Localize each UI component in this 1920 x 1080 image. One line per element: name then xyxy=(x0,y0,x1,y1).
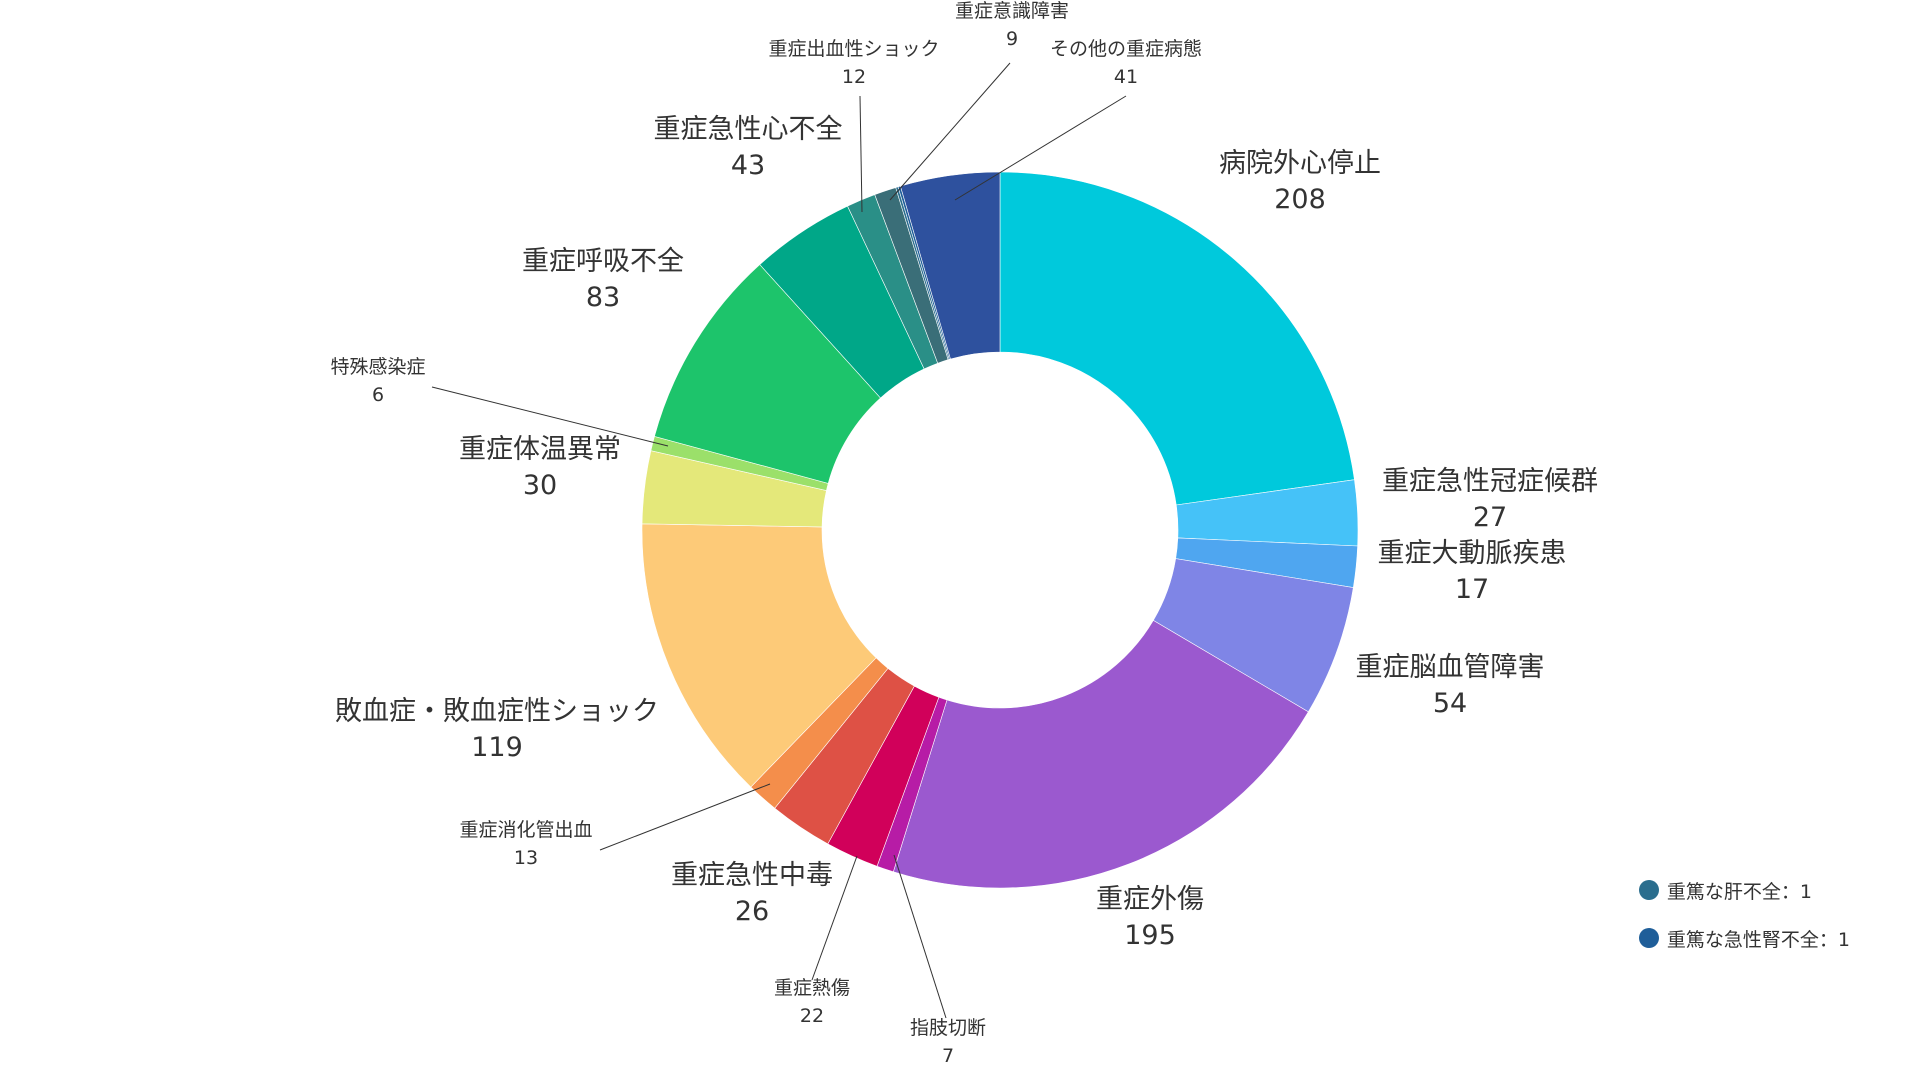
slice-label: 病院外心停止 xyxy=(1219,148,1381,179)
legend-item-liver: 重篤な肝不全：1 xyxy=(1638,866,1850,914)
slice-value: 26 xyxy=(735,896,769,927)
slice-value: 6 xyxy=(372,384,384,406)
slice-label: その他の重症病態 xyxy=(1050,38,1202,60)
slices-group xyxy=(641,171,1359,889)
leader-lines-group xyxy=(431,62,1127,1019)
slice-label: 重症大動脈疾患 xyxy=(1378,538,1567,569)
slice-value: 17 xyxy=(1455,574,1489,605)
slice-value: 13 xyxy=(514,847,538,869)
leader-line xyxy=(859,95,863,213)
slice-18 xyxy=(900,171,1001,360)
leader-line xyxy=(954,95,1127,201)
slice-label: 重症意識障害 xyxy=(955,0,1069,22)
legend-marker xyxy=(1638,880,1659,900)
slice-label: 重症急性冠症候群 xyxy=(1382,466,1598,497)
leader-line xyxy=(431,386,669,447)
slice-value: 54 xyxy=(1433,688,1467,719)
slice-label: 重症急性中毒 xyxy=(671,860,833,891)
slice-label: 重症呼吸不全 xyxy=(522,246,684,277)
slice-label: 重症急性心不全 xyxy=(654,114,843,145)
legend: 重篤な肝不全：1 重篤な急性腎不全：1 xyxy=(1638,866,1850,962)
slice-value: 9 xyxy=(1006,28,1018,50)
slice-value: 22 xyxy=(800,1005,824,1027)
legend-label: 重篤な急性腎不全：1 xyxy=(1666,928,1850,951)
slice-value: 27 xyxy=(1473,502,1507,533)
legend-marker xyxy=(1638,928,1659,948)
legend-item-kidney: 重篤な急性腎不全：1 xyxy=(1638,914,1850,962)
labels-group: 病院外心停止 208 重症急性冠症候群 27 重症大動脈疾患 17 重症脳血管障害 54 重症外… xyxy=(330,0,1598,1067)
slice-value: 41 xyxy=(1114,66,1138,88)
slice-value: 12 xyxy=(842,66,866,88)
slice-value: 208 xyxy=(1274,184,1326,215)
slice-value: 83 xyxy=(586,282,620,313)
slice-value: 119 xyxy=(471,732,523,763)
slice-label: 重症消化管出血 xyxy=(459,819,592,841)
slice-label: 重症脳血管障害 xyxy=(1356,652,1545,683)
slice-0 xyxy=(999,171,1355,506)
slice-value: 195 xyxy=(1124,920,1176,951)
slice-value: 30 xyxy=(523,470,557,501)
slice-label: 特殊感染症 xyxy=(330,356,425,378)
slice-label: 敗血症・敗血症性ショック xyxy=(335,696,659,727)
slice-value: 7 xyxy=(942,1045,954,1067)
slice-label: 重症熱傷 xyxy=(774,977,850,999)
slice-label: 重症体温異常 xyxy=(459,434,621,465)
leader-line xyxy=(893,854,947,1019)
slice-9 xyxy=(641,523,877,788)
slice-label: 重症出血性ショック xyxy=(768,38,939,60)
slice-value: 43 xyxy=(731,150,765,181)
leader-line xyxy=(599,783,771,851)
slice-label: 指肢切断 xyxy=(910,1017,986,1039)
slice-label: 重症外傷 xyxy=(1096,884,1204,915)
legend-label: 重篤な肝不全：1 xyxy=(1666,880,1812,903)
slice-4 xyxy=(892,619,1309,889)
leader-line xyxy=(811,855,858,981)
leader-line xyxy=(889,62,1011,201)
